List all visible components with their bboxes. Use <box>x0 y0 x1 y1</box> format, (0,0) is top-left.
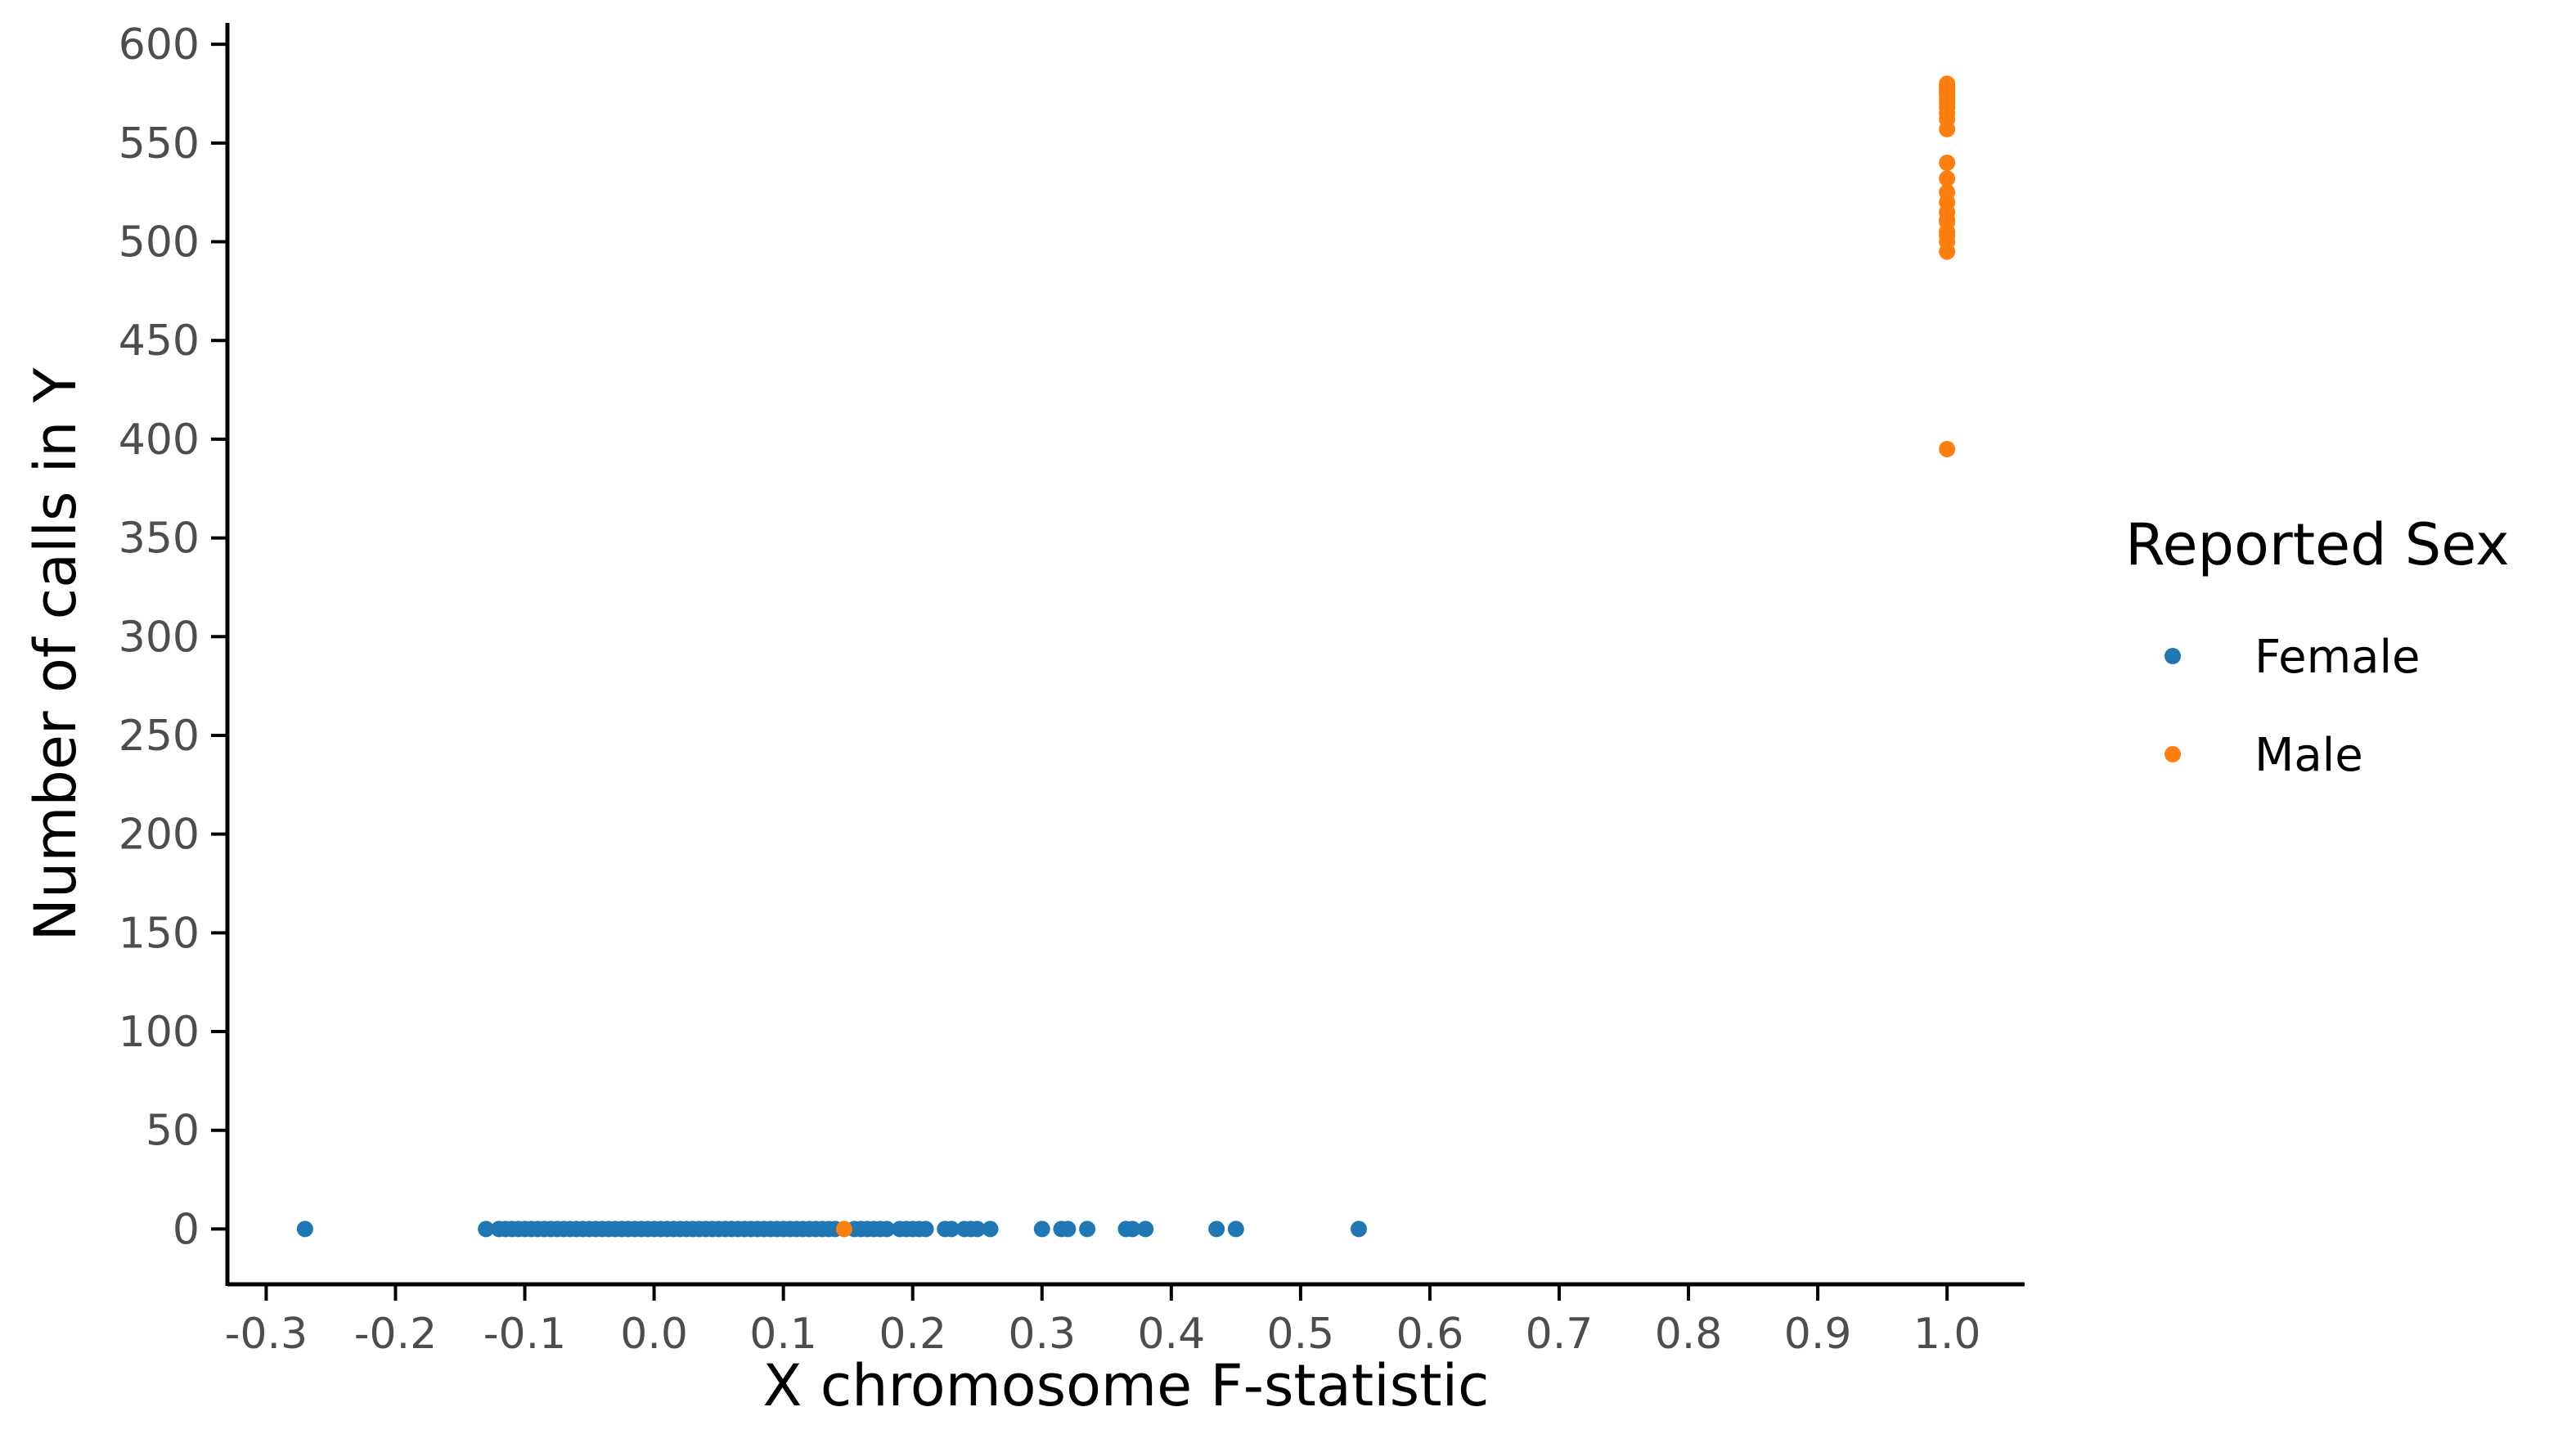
point-female <box>1208 1220 1225 1238</box>
legend-title: Reported Sex <box>2125 511 2510 578</box>
x-tick-label: -0.1 <box>483 1310 566 1359</box>
point-male <box>1939 154 1956 171</box>
x-tick-label: 0.5 <box>1267 1310 1335 1359</box>
x-tick-label: 1.0 <box>1913 1310 1981 1359</box>
y-tick-label: 350 <box>119 515 200 564</box>
point-female <box>1137 1220 1154 1238</box>
x-tick-label: 0.8 <box>1655 1310 1723 1359</box>
y-tick-label: 300 <box>119 613 200 662</box>
y-tick-label: 500 <box>119 218 200 267</box>
y-tick-label: 0 <box>173 1205 200 1254</box>
x-ticks: -0.3 -0.2 -0.1 0.0 0.1 0.2 0.3 0.4 0.5 0.6 0.7 0.8 0… <box>225 1284 1981 1359</box>
y-tick-label: 100 <box>119 1008 200 1057</box>
x-tick-label: 0.4 <box>1137 1310 1205 1359</box>
y-tick-label: 150 <box>119 909 200 958</box>
point-female <box>1033 1220 1050 1238</box>
point-female <box>917 1220 934 1238</box>
legend-key-female <box>2165 648 2181 664</box>
y-tick-label: 450 <box>119 317 200 366</box>
legend-label-male: Male <box>2255 729 2363 782</box>
y-tick-label: 50 <box>146 1107 200 1156</box>
x-tick-label: 0.0 <box>620 1310 688 1359</box>
point-female <box>1124 1220 1141 1238</box>
point-male <box>835 1220 852 1238</box>
point-female <box>943 1220 960 1238</box>
legend-key-male <box>2165 746 2181 762</box>
y-axis-title: Number of calls in Y <box>22 367 89 941</box>
y-tick-label: 200 <box>119 811 200 860</box>
point-female <box>1351 1220 1368 1238</box>
point-male <box>1939 227 1956 245</box>
legend: Reported Sex Female Male <box>2125 511 2510 782</box>
point-female <box>879 1220 896 1238</box>
x-tick-label: 0.9 <box>1784 1310 1852 1359</box>
x-tick-label: 0.7 <box>1526 1310 1594 1359</box>
point-female <box>478 1220 495 1238</box>
point-female <box>296 1220 313 1238</box>
y-ticks: 0 50 100 150 200 250 300 350 400 450 500 550 600 <box>119 20 227 1254</box>
point-male <box>1939 211 1956 228</box>
point-female <box>1059 1220 1077 1238</box>
points-layer <box>296 75 1956 1238</box>
point-male <box>1939 440 1956 457</box>
point-female <box>982 1220 999 1238</box>
y-tick-label: 600 <box>119 20 200 70</box>
point-male <box>1939 184 1956 201</box>
y-tick-label: 400 <box>119 416 200 465</box>
x-tick-label: 0.1 <box>749 1310 817 1359</box>
x-tick-label: 0.2 <box>879 1310 946 1359</box>
axes-layer <box>225 23 2025 1287</box>
point-female <box>1079 1220 1096 1238</box>
point-female <box>1227 1220 1244 1238</box>
legend-label-female: Female <box>2255 631 2420 684</box>
x-tick-label: -0.2 <box>354 1310 437 1359</box>
x-tick-label: 0.3 <box>1008 1310 1076 1359</box>
point-male <box>1939 75 1956 92</box>
y-tick-label: 550 <box>119 119 200 169</box>
point-male <box>1939 170 1956 187</box>
y-tick-label: 250 <box>119 712 200 761</box>
point-female <box>969 1220 986 1238</box>
x-tick-label: 0.6 <box>1396 1310 1464 1359</box>
x-tick-label: -0.3 <box>225 1310 308 1359</box>
x-axis-title: X chromosome F-statistic <box>762 1352 1489 1419</box>
